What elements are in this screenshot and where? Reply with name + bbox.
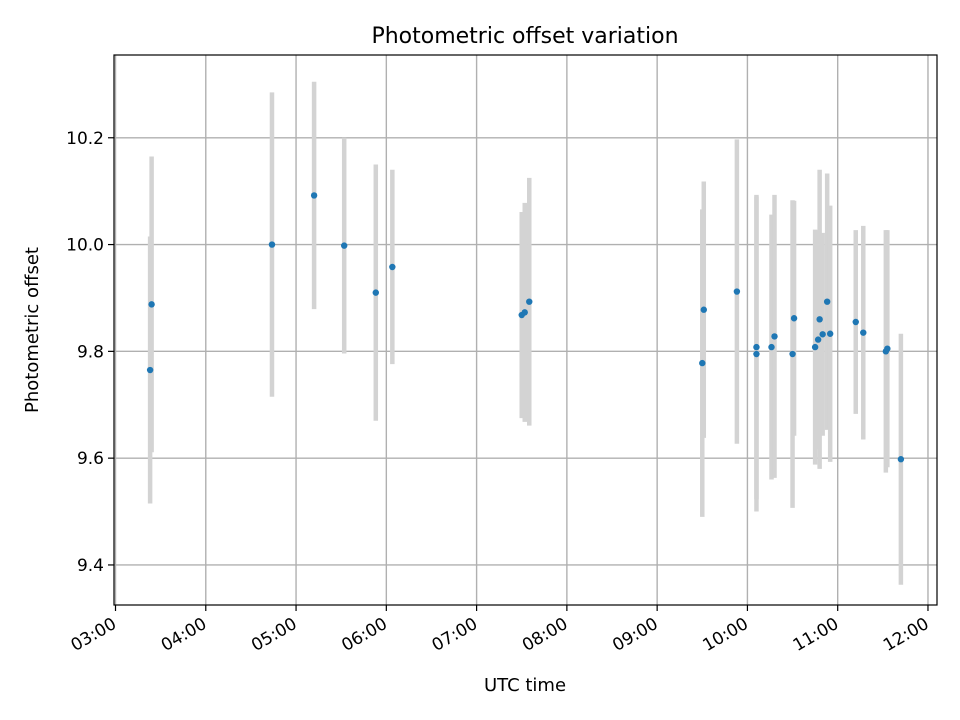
x-tick-label: 11:00 xyxy=(790,614,842,656)
x-tick-label: 03:00 xyxy=(68,614,120,656)
x-tick-label: 05:00 xyxy=(248,614,300,656)
chart-title: Photometric offset variation xyxy=(371,24,678,49)
data-point xyxy=(814,336,822,343)
data-point xyxy=(816,316,823,323)
data-point xyxy=(521,309,528,316)
data-point xyxy=(268,241,276,248)
plot-frame xyxy=(113,54,938,606)
data-point xyxy=(699,359,706,367)
data-point xyxy=(819,331,826,338)
x-axis-label: UTC time xyxy=(484,675,566,696)
y-tick-label: 9.4 xyxy=(77,556,104,576)
data-point xyxy=(146,366,154,374)
data-point xyxy=(340,242,348,249)
data-point xyxy=(753,343,760,351)
x-tick-label: 12:00 xyxy=(880,614,932,656)
x-tick-label: 08:00 xyxy=(519,614,571,656)
x-tick-label: 07:00 xyxy=(429,614,481,656)
data-point xyxy=(700,306,707,313)
x-tick-label: 04:00 xyxy=(158,614,210,656)
x-axis: 03:00 04:00 05:00 06:00 07:00 08:00 09:00 10:00… xyxy=(68,605,932,656)
data-point xyxy=(148,301,155,308)
data-point xyxy=(789,350,796,358)
x-tick-label: 10:00 xyxy=(699,614,751,656)
data-point xyxy=(372,289,379,296)
data-point xyxy=(860,329,867,336)
errorbar-layer xyxy=(147,81,904,585)
y-tick-label: 9.8 xyxy=(77,342,104,362)
x-tick-label: 09:00 xyxy=(609,614,661,656)
y-tick-label: 9.6 xyxy=(77,449,104,469)
data-point xyxy=(753,350,760,358)
point-layer xyxy=(146,192,905,463)
data-point xyxy=(790,315,798,322)
x-tick-label: 06:00 xyxy=(338,614,390,656)
data-point xyxy=(768,343,775,351)
data-point xyxy=(897,456,905,463)
data-point xyxy=(733,288,741,295)
data-point xyxy=(811,343,819,351)
data-point xyxy=(310,192,318,199)
data-point xyxy=(389,263,396,271)
data-point xyxy=(771,333,778,340)
data-point xyxy=(884,345,891,352)
data-point xyxy=(852,318,859,326)
data-point xyxy=(526,298,533,305)
y-tick-label: 10.0 xyxy=(66,236,104,256)
y-tick-label: 10.2 xyxy=(66,129,104,149)
data-point xyxy=(823,298,831,305)
data-point xyxy=(826,330,834,337)
y-axis: 9.4 9.6 9.8 10.0 10.2 xyxy=(66,129,114,576)
y-axis-label: Photometric offset xyxy=(22,247,43,413)
